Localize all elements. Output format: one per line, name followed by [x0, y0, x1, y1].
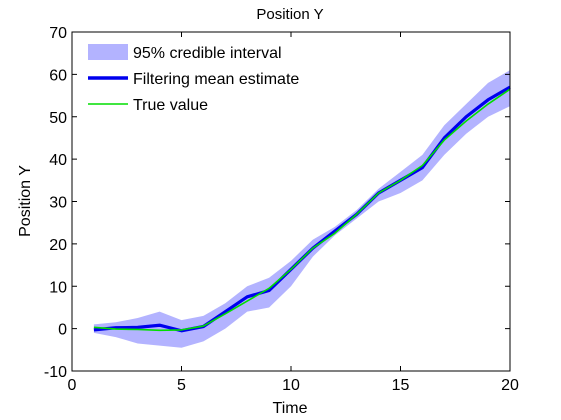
legend: 95% credible interval Filtering mean esti…: [88, 44, 299, 114]
x-tick-label: 20: [501, 377, 519, 394]
y-tick-label: 0: [58, 322, 67, 339]
y-tick-label: 30: [49, 195, 67, 212]
x-axis-label: Time: [273, 400, 308, 417]
y-axis-label: Position Y: [17, 165, 34, 237]
legend-entry-label: True value: [133, 97, 208, 114]
legend-entry-label: 95% credible interval: [133, 45, 282, 62]
x-tick-label: 15: [392, 377, 410, 394]
x-tick-label: 0: [68, 377, 77, 394]
y-tick-label: -10: [44, 364, 67, 381]
y-tick-label: 70: [49, 25, 67, 42]
x-tick-label: 10: [282, 377, 300, 394]
legend-entry-label: Filtering mean estimate: [133, 71, 299, 88]
y-tick-label: 20: [49, 237, 67, 254]
y-tick-label: 50: [49, 110, 67, 127]
y-tick-label: 60: [49, 67, 67, 84]
x-tick-label: 5: [177, 377, 186, 394]
y-tick-label: 10: [49, 279, 67, 296]
credible-interval-band: [93, 70, 511, 348]
legend-swatch-interval: [88, 44, 128, 60]
series-line-1: [93, 88, 511, 332]
chart-title: Position Y: [256, 6, 323, 23]
y-tick-label: 40: [49, 152, 67, 169]
